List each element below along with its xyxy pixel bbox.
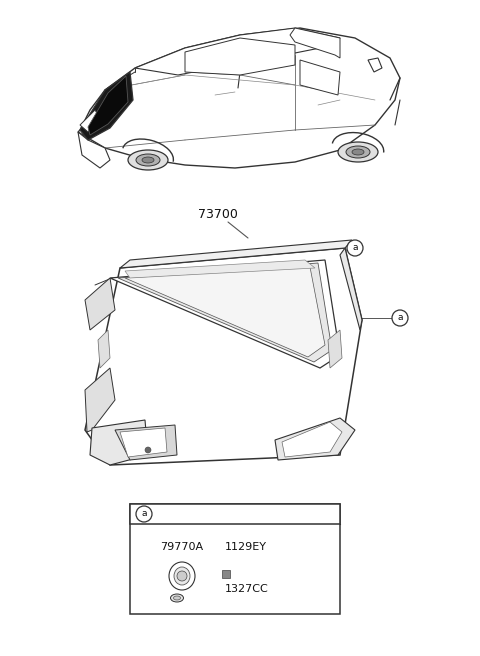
Text: 1327CC: 1327CC bbox=[225, 584, 269, 594]
Polygon shape bbox=[290, 28, 340, 58]
Polygon shape bbox=[120, 240, 352, 268]
Polygon shape bbox=[185, 38, 295, 75]
Bar bbox=[130, 504, 340, 614]
Polygon shape bbox=[125, 260, 315, 278]
Circle shape bbox=[392, 310, 408, 326]
Polygon shape bbox=[328, 330, 342, 368]
Ellipse shape bbox=[174, 567, 190, 585]
Text: 79770A: 79770A bbox=[160, 542, 203, 552]
Polygon shape bbox=[98, 330, 110, 368]
Polygon shape bbox=[340, 248, 362, 330]
Ellipse shape bbox=[128, 150, 168, 170]
Text: a: a bbox=[397, 314, 403, 323]
Polygon shape bbox=[110, 260, 340, 368]
Polygon shape bbox=[85, 248, 362, 465]
Text: a: a bbox=[141, 510, 147, 518]
Polygon shape bbox=[120, 428, 167, 457]
Polygon shape bbox=[135, 28, 340, 75]
Text: a: a bbox=[352, 243, 358, 253]
Circle shape bbox=[136, 506, 152, 522]
Polygon shape bbox=[368, 58, 382, 72]
Ellipse shape bbox=[338, 142, 378, 162]
Polygon shape bbox=[125, 267, 325, 357]
Polygon shape bbox=[78, 132, 110, 168]
Text: 73700: 73700 bbox=[198, 209, 238, 222]
Polygon shape bbox=[115, 425, 177, 460]
Polygon shape bbox=[90, 420, 148, 465]
Ellipse shape bbox=[169, 562, 195, 590]
Ellipse shape bbox=[173, 596, 180, 600]
Text: 1129EY: 1129EY bbox=[225, 542, 267, 552]
Ellipse shape bbox=[142, 157, 154, 163]
Polygon shape bbox=[80, 110, 100, 132]
Polygon shape bbox=[80, 72, 133, 140]
Ellipse shape bbox=[352, 149, 364, 155]
Polygon shape bbox=[300, 60, 340, 95]
Circle shape bbox=[347, 240, 363, 256]
Polygon shape bbox=[88, 76, 128, 135]
Polygon shape bbox=[85, 368, 115, 432]
Bar bbox=[222, 570, 230, 578]
Polygon shape bbox=[275, 418, 355, 460]
Bar bbox=[130, 504, 340, 524]
Polygon shape bbox=[78, 28, 400, 168]
Circle shape bbox=[145, 447, 151, 453]
Circle shape bbox=[177, 571, 187, 581]
Ellipse shape bbox=[136, 154, 160, 166]
Ellipse shape bbox=[346, 146, 370, 158]
Polygon shape bbox=[85, 278, 115, 330]
Polygon shape bbox=[282, 422, 342, 457]
Polygon shape bbox=[118, 263, 332, 362]
Ellipse shape bbox=[170, 594, 183, 602]
